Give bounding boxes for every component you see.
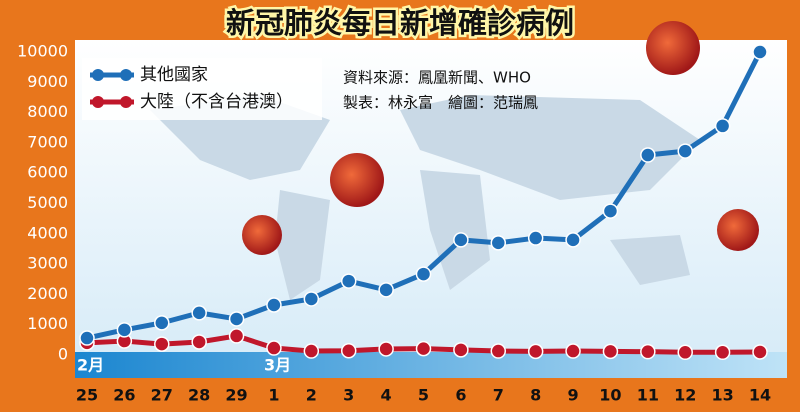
data-point [154,315,170,331]
data-point [714,118,731,134]
x-tick-label: 13 [711,386,733,405]
data-point [565,232,581,248]
x-tick-label: 5 [418,386,429,405]
world-map [150,95,700,300]
data-point [640,343,656,360]
month-band [75,352,787,378]
data-point [565,343,581,359]
x-tick-label: 8 [530,386,541,405]
y-tick-label: 1000 [27,314,68,333]
data-point [378,341,394,357]
x-tick-label: 4 [381,386,392,405]
data-point [228,328,245,344]
month-label: 2月 [77,356,104,375]
data-point [340,343,357,359]
y-tick-label: 2000 [27,284,68,303]
x-tick-label: 14 [749,386,771,405]
data-point [378,282,394,298]
data-point [453,342,469,358]
x-tick-label: 7 [493,386,504,405]
x-tick-label: 26 [113,386,135,405]
data-point [490,343,507,359]
data-point [677,143,693,159]
x-tick-label: 1 [268,386,279,405]
y-tick-label: 4000 [27,223,68,242]
credit-note: 製表：林永富 繪圖：范瑞鳳 [343,94,538,112]
legend-marker [92,96,104,108]
data-point [228,311,245,327]
source-note: 資料來源：鳳凰新聞、WHO [343,69,531,87]
data-point [490,235,507,251]
data-point [266,297,282,313]
legend-label: 其他國家 [140,65,208,85]
data-point [602,203,619,219]
x-tick-label: 28 [188,386,210,405]
data-point [303,291,320,307]
x-tick-label: 11 [637,386,659,405]
data-point [527,343,544,360]
x-tick-label: 12 [674,386,696,405]
data-point [677,344,693,361]
month-label: 3月 [264,356,291,375]
data-point [191,334,207,350]
x-tick-label: 27 [151,386,173,405]
data-point [640,147,656,163]
legend-marker [120,96,132,108]
y-tick-label: 7000 [27,132,68,151]
data-point [415,340,432,357]
data-point [340,273,357,289]
legend-box [82,58,322,120]
data-point [191,305,207,321]
legend-marker [92,69,104,81]
legend-label: 大陸（不含台港澳） [140,92,293,112]
y-tick-label: 0 [58,345,68,364]
x-tick-label: 6 [455,386,466,405]
chart-title: 新冠肺炎每日新增確診病例 [226,6,574,40]
legend-marker [120,69,132,81]
data-point [602,343,619,360]
data-point [714,344,731,361]
data-point [116,322,133,338]
data-point [415,266,432,282]
x-tick-label: 2 [306,386,317,405]
y-tick-label: 3000 [27,254,68,273]
data-point [266,340,282,356]
y-tick-label: 6000 [27,163,68,182]
data-point [752,44,768,60]
x-tick-label: 9 [567,386,578,405]
x-tick-label: 3 [343,386,354,405]
data-point [752,344,768,360]
virus-decorations [242,21,759,255]
y-tick-label: 5000 [27,193,68,212]
y-tick-label: 9000 [27,72,68,91]
data-point [79,330,95,346]
data-point [453,232,469,248]
y-tick-label: 10000 [17,42,68,61]
data-point [154,336,170,352]
x-tick-label: 10 [599,386,621,405]
x-tick-label: 29 [225,386,247,405]
data-point [303,343,320,359]
y-tick-label: 8000 [27,102,68,121]
data-point [527,230,544,246]
x-tick-label: 25 [76,386,98,405]
